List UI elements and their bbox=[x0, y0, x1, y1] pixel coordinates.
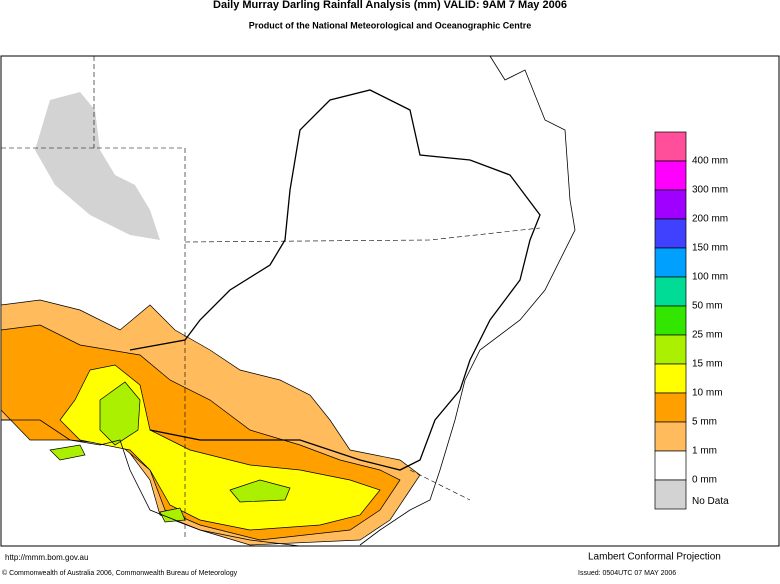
projection: Lambert Conformal Projection bbox=[588, 552, 721, 563]
basin-boundary bbox=[129, 89, 541, 471]
title: Daily Murray Darling Rainfall Analysis (… bbox=[213, 0, 567, 11]
legend-label: 200 mm bbox=[692, 214, 728, 225]
legend: 400 mm 300 mm 200 mm 150 mm 100 mm 50 mm 25 mm… bbox=[654, 131, 729, 510]
legend-swatch bbox=[654, 479, 687, 510]
legend-swatch bbox=[654, 450, 687, 481]
subtitle: Product of the National Meteorological a… bbox=[249, 20, 532, 30]
issued: Issued: 0504UTC 07 MAY 2006 bbox=[578, 570, 676, 577]
legend-swatch bbox=[654, 392, 687, 423]
legend-swatch bbox=[654, 131, 687, 162]
legend-label: 15 mm bbox=[692, 359, 723, 370]
legend-label: 50 mm bbox=[692, 301, 723, 312]
legend-swatch bbox=[654, 363, 687, 394]
legend-swatch bbox=[654, 334, 687, 365]
copyright: © Commonwealth of Australia 2006, Common… bbox=[2, 569, 238, 577]
legend-label: 1 mm bbox=[692, 446, 717, 457]
legend-label: 5 mm bbox=[692, 417, 717, 428]
legend-label: 150 mm bbox=[692, 243, 728, 254]
legend-swatch bbox=[654, 189, 687, 220]
legend-swatch bbox=[654, 160, 687, 191]
legend-label: 25 mm bbox=[692, 330, 723, 341]
url: http://mmm.bom.gov.au bbox=[5, 553, 88, 562]
no-data-area bbox=[35, 92, 160, 240]
legend-label: 300 mm bbox=[692, 185, 728, 196]
coastline bbox=[1, 55, 576, 547]
state-borders bbox=[1, 56, 541, 540]
legend-label: 100 mm bbox=[692, 272, 728, 283]
legend-swatch bbox=[654, 305, 687, 336]
map bbox=[0, 55, 780, 547]
legend-label: 400 mm bbox=[692, 156, 728, 167]
legend-swatch bbox=[654, 421, 687, 452]
legend-swatch bbox=[654, 218, 687, 249]
legend-swatch bbox=[654, 276, 687, 307]
rain-10mm bbox=[59, 364, 381, 531]
legend-label: 10 mm bbox=[692, 388, 723, 399]
legend-swatch bbox=[654, 247, 687, 278]
legend-label: 0 mm bbox=[692, 475, 717, 486]
rain-15mm bbox=[99, 381, 141, 446]
legend-label: No Data bbox=[692, 496, 729, 507]
